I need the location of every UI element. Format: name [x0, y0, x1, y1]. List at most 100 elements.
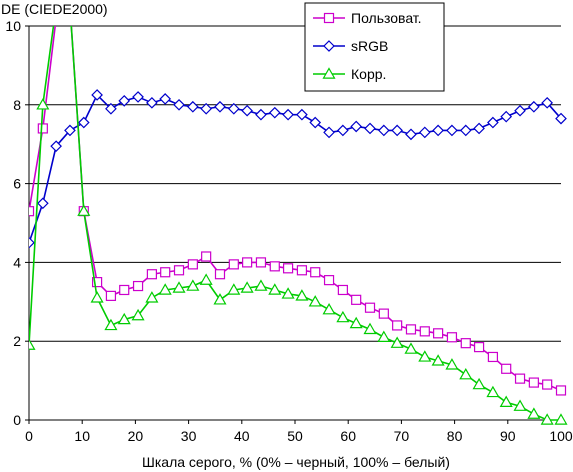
point-0-9 — [146, 269, 157, 280]
point-2-36 — [513, 399, 527, 411]
point-1-23 — [337, 124, 349, 137]
point-1-2 — [50, 140, 62, 153]
point-1-26 — [377, 124, 390, 137]
point-2-35 — [499, 395, 513, 407]
point-1-31 — [446, 124, 458, 137]
point-2-30 — [431, 354, 445, 366]
point-0-30 — [433, 328, 444, 339]
axes — [25, 25, 562, 424]
point-1-13 — [200, 102, 213, 115]
point-2-25 — [363, 322, 377, 335]
point-1-8 — [132, 91, 144, 103]
series-line-1 — [29, 93, 562, 243]
x-tick-label-100: 100 — [549, 428, 573, 444]
point-0-23 — [337, 284, 348, 296]
x-tick-label-40: 40 — [234, 428, 250, 444]
series-2 — [29, 26, 568, 425]
point-1-10 — [159, 93, 172, 105]
y-tick-label-6: 6 — [13, 176, 21, 192]
point-1-0 — [29, 236, 35, 249]
point-2-14 — [213, 293, 227, 305]
legend-marker-0 — [323, 12, 335, 24]
point-1-17 — [255, 108, 267, 121]
point-2-16 — [240, 281, 254, 293]
point-0-15 — [228, 259, 239, 270]
x-tick-label-80: 80 — [447, 428, 463, 444]
point-1-15 — [227, 102, 240, 115]
y-tick-labels: 0 2 4 6 8 10 — [5, 18, 21, 428]
point-1-27 — [391, 124, 403, 137]
point-0-1 — [37, 123, 48, 134]
legend-label-2: Корр. — [351, 66, 386, 82]
legend-marker-2 — [322, 67, 336, 79]
point-1-38 — [541, 96, 554, 109]
point-2-39 — [554, 413, 568, 425]
point-1-28 — [405, 128, 417, 141]
point-1-34 — [487, 116, 499, 129]
point-1-36 — [514, 104, 526, 117]
point-2-18 — [268, 283, 282, 295]
point-0-37 — [528, 377, 539, 388]
point-0-10 — [160, 267, 171, 278]
point-2-20 — [295, 289, 309, 301]
point-2-33 — [472, 377, 486, 390]
point-0-12 — [187, 259, 198, 270]
point-0-31 — [446, 332, 458, 343]
point-1-29 — [418, 126, 431, 139]
point-0-39 — [555, 385, 567, 396]
point-2-15 — [227, 283, 241, 295]
point-2-27 — [390, 336, 404, 348]
point-1-21 — [309, 116, 322, 129]
y-tick-label-0: 0 — [13, 412, 21, 428]
point-1-3 — [64, 124, 76, 137]
point-2-9 — [145, 291, 159, 303]
series-1 — [29, 89, 567, 249]
legend-marker-1 — [323, 40, 335, 52]
point-0-6 — [105, 290, 117, 301]
point-1-33 — [473, 122, 485, 135]
point-1-39 — [555, 112, 567, 125]
point-0-34 — [487, 351, 499, 363]
point-2-26 — [377, 330, 391, 342]
series-line-2 — [29, 26, 561, 421]
point-1-22 — [323, 126, 335, 139]
point-2-7 — [117, 312, 131, 325]
x-tick-label-0: 0 — [25, 428, 33, 444]
point-2-10 — [158, 283, 172, 295]
point-1-14 — [214, 100, 226, 113]
point-1-24 — [350, 120, 363, 133]
point-2-31 — [445, 358, 459, 370]
y-tick-label-4: 4 — [13, 254, 21, 270]
series-0 — [29, 26, 567, 396]
point-2-5 — [90, 291, 104, 303]
point-1-11 — [173, 98, 185, 111]
point-2-0 — [29, 338, 36, 350]
point-0-35 — [501, 363, 512, 374]
point-0-26 — [378, 308, 389, 319]
point-1-37 — [528, 100, 540, 113]
point-0-19 — [282, 263, 294, 274]
point-0-25 — [364, 302, 376, 313]
point-2-8 — [131, 308, 145, 321]
point-1-18 — [268, 106, 281, 119]
point-0-13 — [201, 251, 212, 262]
point-2-11 — [172, 281, 186, 293]
point-2-23 — [336, 310, 350, 323]
point-0-32 — [460, 338, 471, 349]
point-2-22 — [322, 302, 336, 315]
point-1-7 — [118, 95, 131, 107]
point-2-32 — [459, 367, 473, 380]
point-0-27 — [392, 320, 403, 331]
point-1-5 — [91, 89, 103, 101]
point-0-5 — [91, 277, 103, 288]
point-1-19 — [282, 108, 294, 121]
x-axis-label: Шкала серого, % (0% – черный, 100% – бел… — [142, 454, 450, 470]
y-tick-label-2: 2 — [13, 333, 21, 349]
point-0-17 — [255, 257, 267, 268]
x-tick-labels: 0 10 20 30 40 50 60 70 80 90 100 — [25, 428, 573, 444]
y-axis-label: DE (CIEDE2000) — [1, 1, 108, 17]
point-0-29 — [419, 326, 430, 337]
series-layer — [29, 26, 568, 425]
point-1-32 — [459, 124, 472, 137]
point-2-29 — [418, 350, 432, 362]
